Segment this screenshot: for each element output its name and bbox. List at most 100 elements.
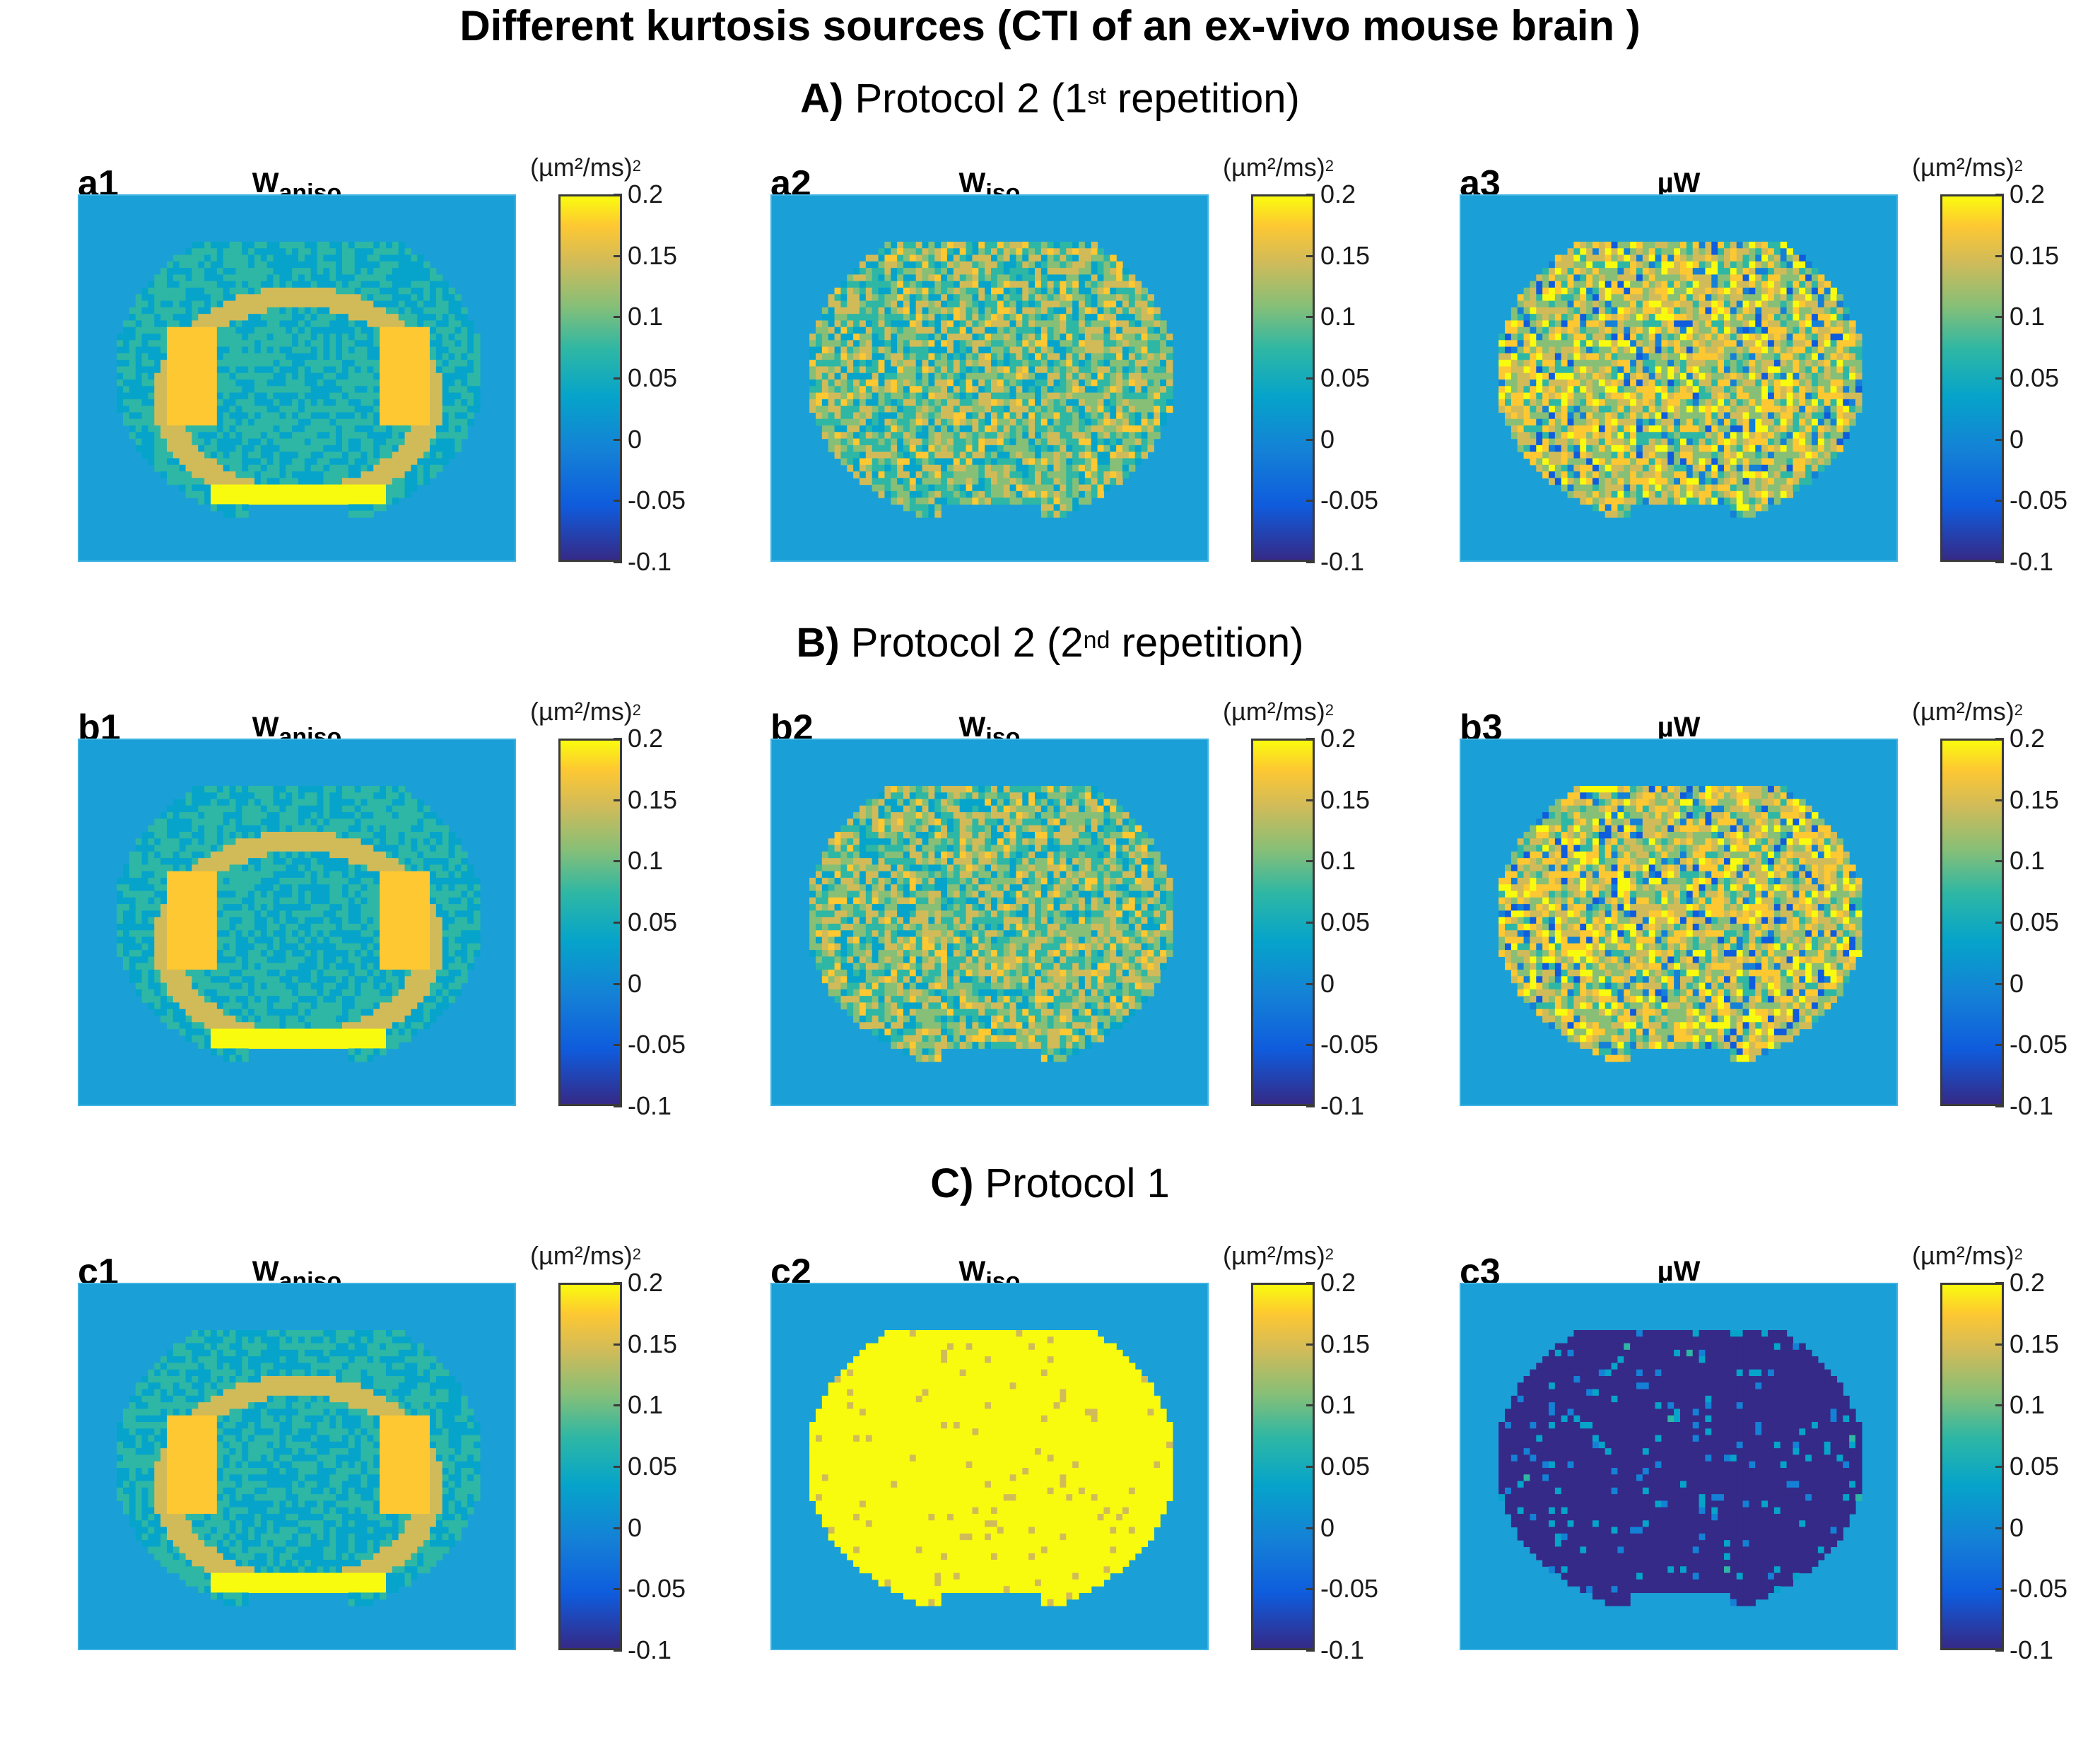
voxel bbox=[398, 294, 406, 302]
voxel bbox=[860, 261, 867, 269]
voxel bbox=[934, 281, 942, 288]
voxel bbox=[1699, 248, 1706, 256]
voxel bbox=[454, 294, 462, 302]
voxel bbox=[304, 340, 312, 348]
voxel bbox=[1755, 340, 1762, 348]
row-sup: st bbox=[1087, 83, 1106, 110]
voxel bbox=[260, 366, 268, 374]
voxel bbox=[1667, 294, 1674, 302]
voxel bbox=[154, 327, 161, 334]
voxel bbox=[1016, 274, 1023, 282]
voxel bbox=[1761, 327, 1768, 334]
voxel bbox=[1523, 320, 1531, 328]
voxel bbox=[211, 248, 218, 256]
voxel bbox=[1028, 300, 1036, 308]
voxel bbox=[947, 294, 954, 302]
voxel bbox=[1724, 320, 1731, 328]
voxel bbox=[1824, 340, 1831, 348]
voxel bbox=[953, 380, 961, 387]
voxel bbox=[1598, 248, 1606, 256]
voxel bbox=[1598, 261, 1606, 269]
voxel bbox=[323, 386, 330, 394]
voxel bbox=[148, 406, 155, 413]
voxel bbox=[254, 406, 262, 413]
voxel bbox=[1793, 340, 1800, 348]
voxel bbox=[1805, 327, 1812, 334]
voxel bbox=[1705, 320, 1712, 328]
voxel bbox=[1079, 340, 1086, 348]
voxel bbox=[411, 386, 418, 394]
voxel bbox=[1091, 484, 1098, 492]
voxel bbox=[860, 386, 867, 394]
voxel bbox=[474, 406, 481, 413]
colorbar-tick-mark bbox=[614, 316, 622, 319]
voxel bbox=[442, 392, 450, 400]
voxel bbox=[897, 478, 904, 486]
voxel bbox=[129, 392, 136, 400]
voxel bbox=[884, 274, 891, 282]
voxel bbox=[286, 478, 293, 486]
voxel bbox=[941, 294, 948, 302]
voxel bbox=[1060, 327, 1067, 334]
voxel bbox=[1009, 281, 1017, 288]
voxel bbox=[853, 399, 860, 406]
voxel bbox=[1040, 314, 1048, 322]
voxel bbox=[1680, 314, 1687, 322]
voxel bbox=[273, 274, 281, 282]
voxel bbox=[360, 314, 368, 322]
voxel bbox=[185, 360, 193, 368]
voxel bbox=[903, 346, 910, 354]
voxel bbox=[266, 392, 274, 400]
voxel bbox=[336, 340, 343, 348]
voxel bbox=[1003, 399, 1011, 406]
voxel bbox=[417, 372, 424, 380]
voxel bbox=[172, 380, 180, 387]
voxel bbox=[298, 242, 305, 249]
voxel bbox=[860, 288, 867, 295]
voxel bbox=[1724, 294, 1731, 302]
voxel bbox=[329, 320, 336, 328]
voxel bbox=[1655, 327, 1662, 334]
voxel bbox=[978, 425, 985, 433]
voxel bbox=[1134, 366, 1142, 374]
voxel bbox=[972, 464, 979, 472]
voxel bbox=[1097, 261, 1105, 269]
voxel bbox=[448, 386, 456, 394]
voxel bbox=[380, 320, 387, 328]
voxel bbox=[404, 418, 412, 426]
voxel bbox=[1736, 334, 1744, 341]
voxel bbox=[242, 406, 249, 413]
voxel bbox=[1022, 406, 1029, 413]
voxel bbox=[1079, 418, 1086, 426]
voxel bbox=[1110, 360, 1117, 368]
voxel bbox=[404, 274, 412, 282]
voxel bbox=[304, 471, 312, 478]
voxel bbox=[872, 418, 879, 426]
voxel bbox=[310, 248, 318, 256]
voxel bbox=[216, 438, 224, 446]
voxel bbox=[298, 274, 305, 282]
voxel bbox=[941, 340, 948, 348]
voxel bbox=[903, 392, 910, 400]
voxel bbox=[991, 412, 998, 420]
voxel bbox=[985, 300, 992, 308]
voxel bbox=[953, 484, 961, 492]
voxel bbox=[135, 307, 143, 314]
voxel bbox=[1022, 320, 1029, 328]
voxel bbox=[254, 438, 262, 446]
voxel bbox=[380, 300, 387, 308]
voxel bbox=[972, 327, 979, 334]
voxel bbox=[922, 432, 929, 440]
voxel bbox=[878, 334, 886, 341]
voxel bbox=[891, 288, 898, 295]
voxel bbox=[323, 452, 330, 459]
voxel bbox=[872, 406, 879, 413]
voxel bbox=[853, 438, 860, 446]
voxel bbox=[821, 406, 829, 413]
voxel bbox=[323, 248, 330, 256]
voxel bbox=[1667, 314, 1674, 322]
voxel bbox=[179, 320, 187, 328]
voxel bbox=[442, 320, 450, 328]
voxel bbox=[1060, 320, 1067, 328]
voxel bbox=[1718, 346, 1725, 354]
